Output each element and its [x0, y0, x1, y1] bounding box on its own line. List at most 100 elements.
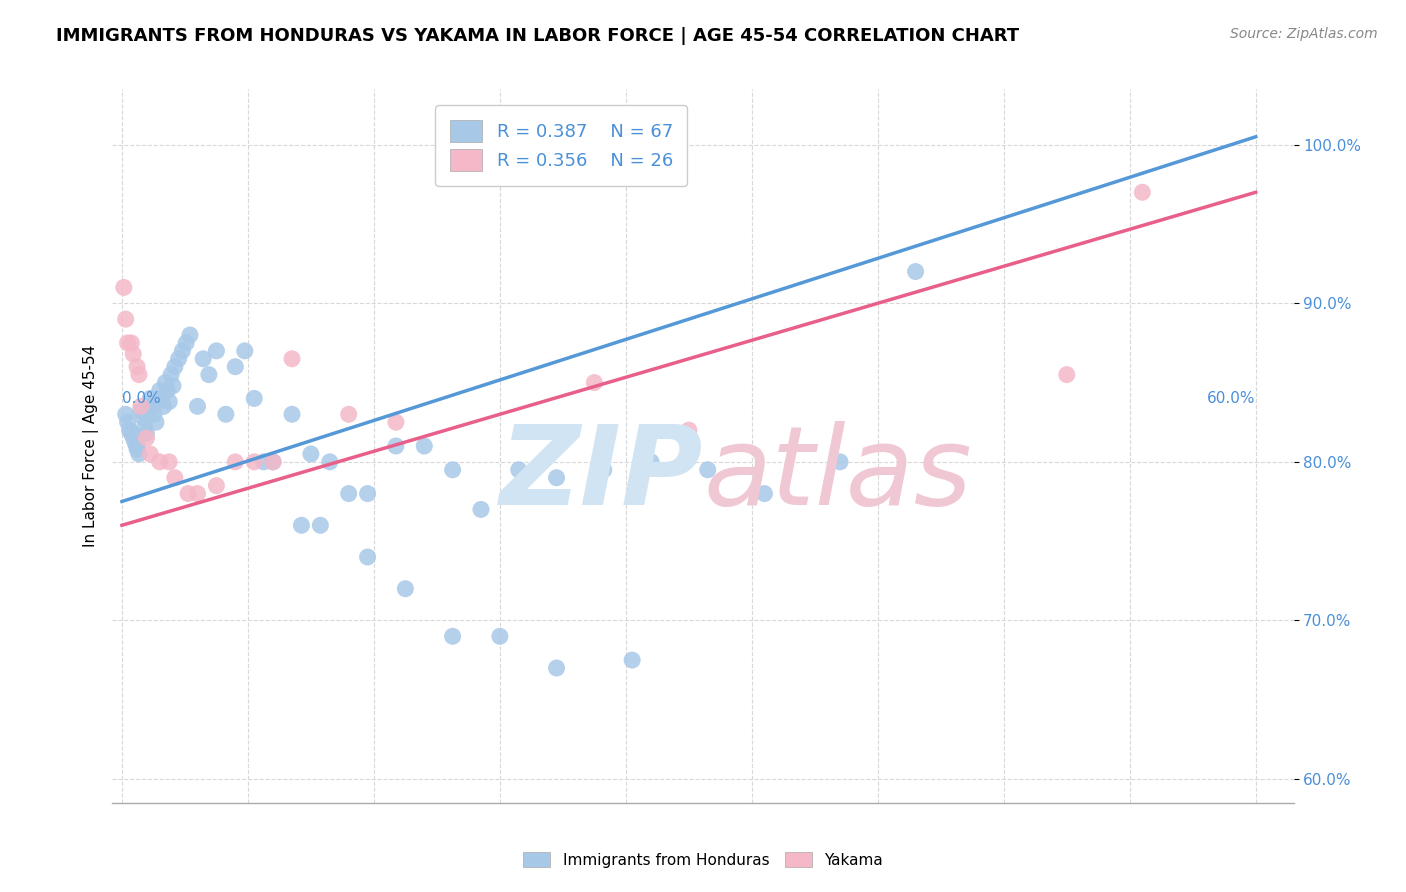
- Point: [337, 407, 360, 421]
- Point: [120, 335, 142, 350]
- Point: [172, 343, 194, 358]
- Point: [134, 420, 156, 434]
- Point: [205, 343, 228, 358]
- Point: [163, 471, 186, 485]
- Point: [828, 455, 851, 469]
- Point: [243, 455, 266, 469]
- Point: [117, 415, 139, 429]
- Point: [1056, 368, 1078, 382]
- Point: [167, 351, 190, 366]
- Point: [125, 359, 148, 374]
- Text: ZIP: ZIP: [499, 421, 703, 528]
- Point: [139, 392, 162, 406]
- Point: [132, 410, 155, 425]
- Point: [124, 435, 146, 450]
- Point: [114, 407, 136, 421]
- Point: [174, 335, 197, 350]
- Point: [356, 486, 378, 500]
- Point: [224, 359, 246, 374]
- Point: [224, 455, 246, 469]
- Point: [385, 439, 408, 453]
- Text: IMMIGRANTS FROM HONDURAS VS YAKAMA IN LABOR FORCE | AGE 45-54 CORRELATION CHART: IMMIGRANTS FROM HONDURAS VS YAKAMA IN LA…: [56, 27, 1019, 45]
- Point: [139, 447, 162, 461]
- Point: [441, 463, 464, 477]
- Point: [125, 442, 148, 457]
- Point: [215, 407, 238, 421]
- Point: [546, 661, 568, 675]
- Point: [128, 368, 150, 382]
- Point: [904, 264, 927, 278]
- Point: [696, 463, 718, 477]
- Point: [138, 400, 160, 414]
- Point: [281, 407, 304, 421]
- Point: [162, 378, 184, 392]
- Point: [156, 384, 179, 398]
- Point: [112, 280, 135, 294]
- Point: [337, 486, 360, 500]
- Point: [470, 502, 492, 516]
- Point: [262, 455, 284, 469]
- Point: [546, 471, 568, 485]
- Legend: R = 0.387    N = 67, R = 0.356    N = 26: R = 0.387 N = 67, R = 0.356 N = 26: [436, 105, 688, 186]
- Point: [143, 407, 166, 421]
- Text: Source: ZipAtlas.com: Source: ZipAtlas.com: [1230, 27, 1378, 41]
- Point: [198, 368, 221, 382]
- Point: [152, 400, 174, 414]
- Point: [177, 486, 200, 500]
- Legend: Immigrants from Honduras, Yakama: Immigrants from Honduras, Yakama: [516, 844, 890, 875]
- Point: [149, 384, 172, 398]
- Point: [155, 376, 177, 390]
- Point: [309, 518, 332, 533]
- Point: [356, 549, 378, 564]
- Point: [754, 486, 776, 500]
- Point: [157, 394, 180, 409]
- Point: [186, 486, 208, 500]
- Point: [262, 455, 284, 469]
- Point: [319, 455, 342, 469]
- Point: [149, 455, 172, 469]
- Point: [135, 431, 157, 445]
- Point: [135, 426, 157, 441]
- Point: [290, 518, 312, 533]
- Point: [678, 423, 700, 437]
- Point: [145, 415, 167, 429]
- Point: [118, 423, 141, 437]
- Point: [114, 312, 136, 326]
- Text: 60.0%: 60.0%: [1208, 391, 1256, 406]
- Point: [640, 455, 662, 469]
- Point: [299, 447, 322, 461]
- Point: [122, 347, 145, 361]
- Point: [592, 463, 614, 477]
- Point: [233, 343, 256, 358]
- Point: [129, 404, 152, 418]
- Text: atlas: atlas: [703, 421, 972, 528]
- Point: [122, 431, 145, 445]
- Y-axis label: In Labor Force | Age 45-54: In Labor Force | Age 45-54: [83, 345, 98, 547]
- Point: [193, 351, 215, 366]
- Point: [489, 629, 512, 643]
- Point: [394, 582, 416, 596]
- Point: [146, 394, 169, 409]
- Point: [141, 400, 163, 414]
- Point: [120, 426, 142, 441]
- Point: [583, 376, 606, 390]
- Point: [117, 335, 139, 350]
- Point: [157, 455, 180, 469]
- Point: [243, 392, 266, 406]
- Point: [163, 359, 186, 374]
- Point: [621, 653, 644, 667]
- Point: [128, 447, 150, 461]
- Point: [508, 463, 530, 477]
- Text: 0.0%: 0.0%: [122, 391, 160, 406]
- Point: [1130, 186, 1153, 200]
- Point: [253, 455, 276, 469]
- Point: [179, 328, 201, 343]
- Point: [129, 400, 152, 414]
- Point: [160, 368, 183, 382]
- Point: [281, 351, 304, 366]
- Point: [150, 392, 173, 406]
- Point: [186, 400, 208, 414]
- Point: [385, 415, 408, 429]
- Point: [413, 439, 436, 453]
- Point: [205, 478, 228, 492]
